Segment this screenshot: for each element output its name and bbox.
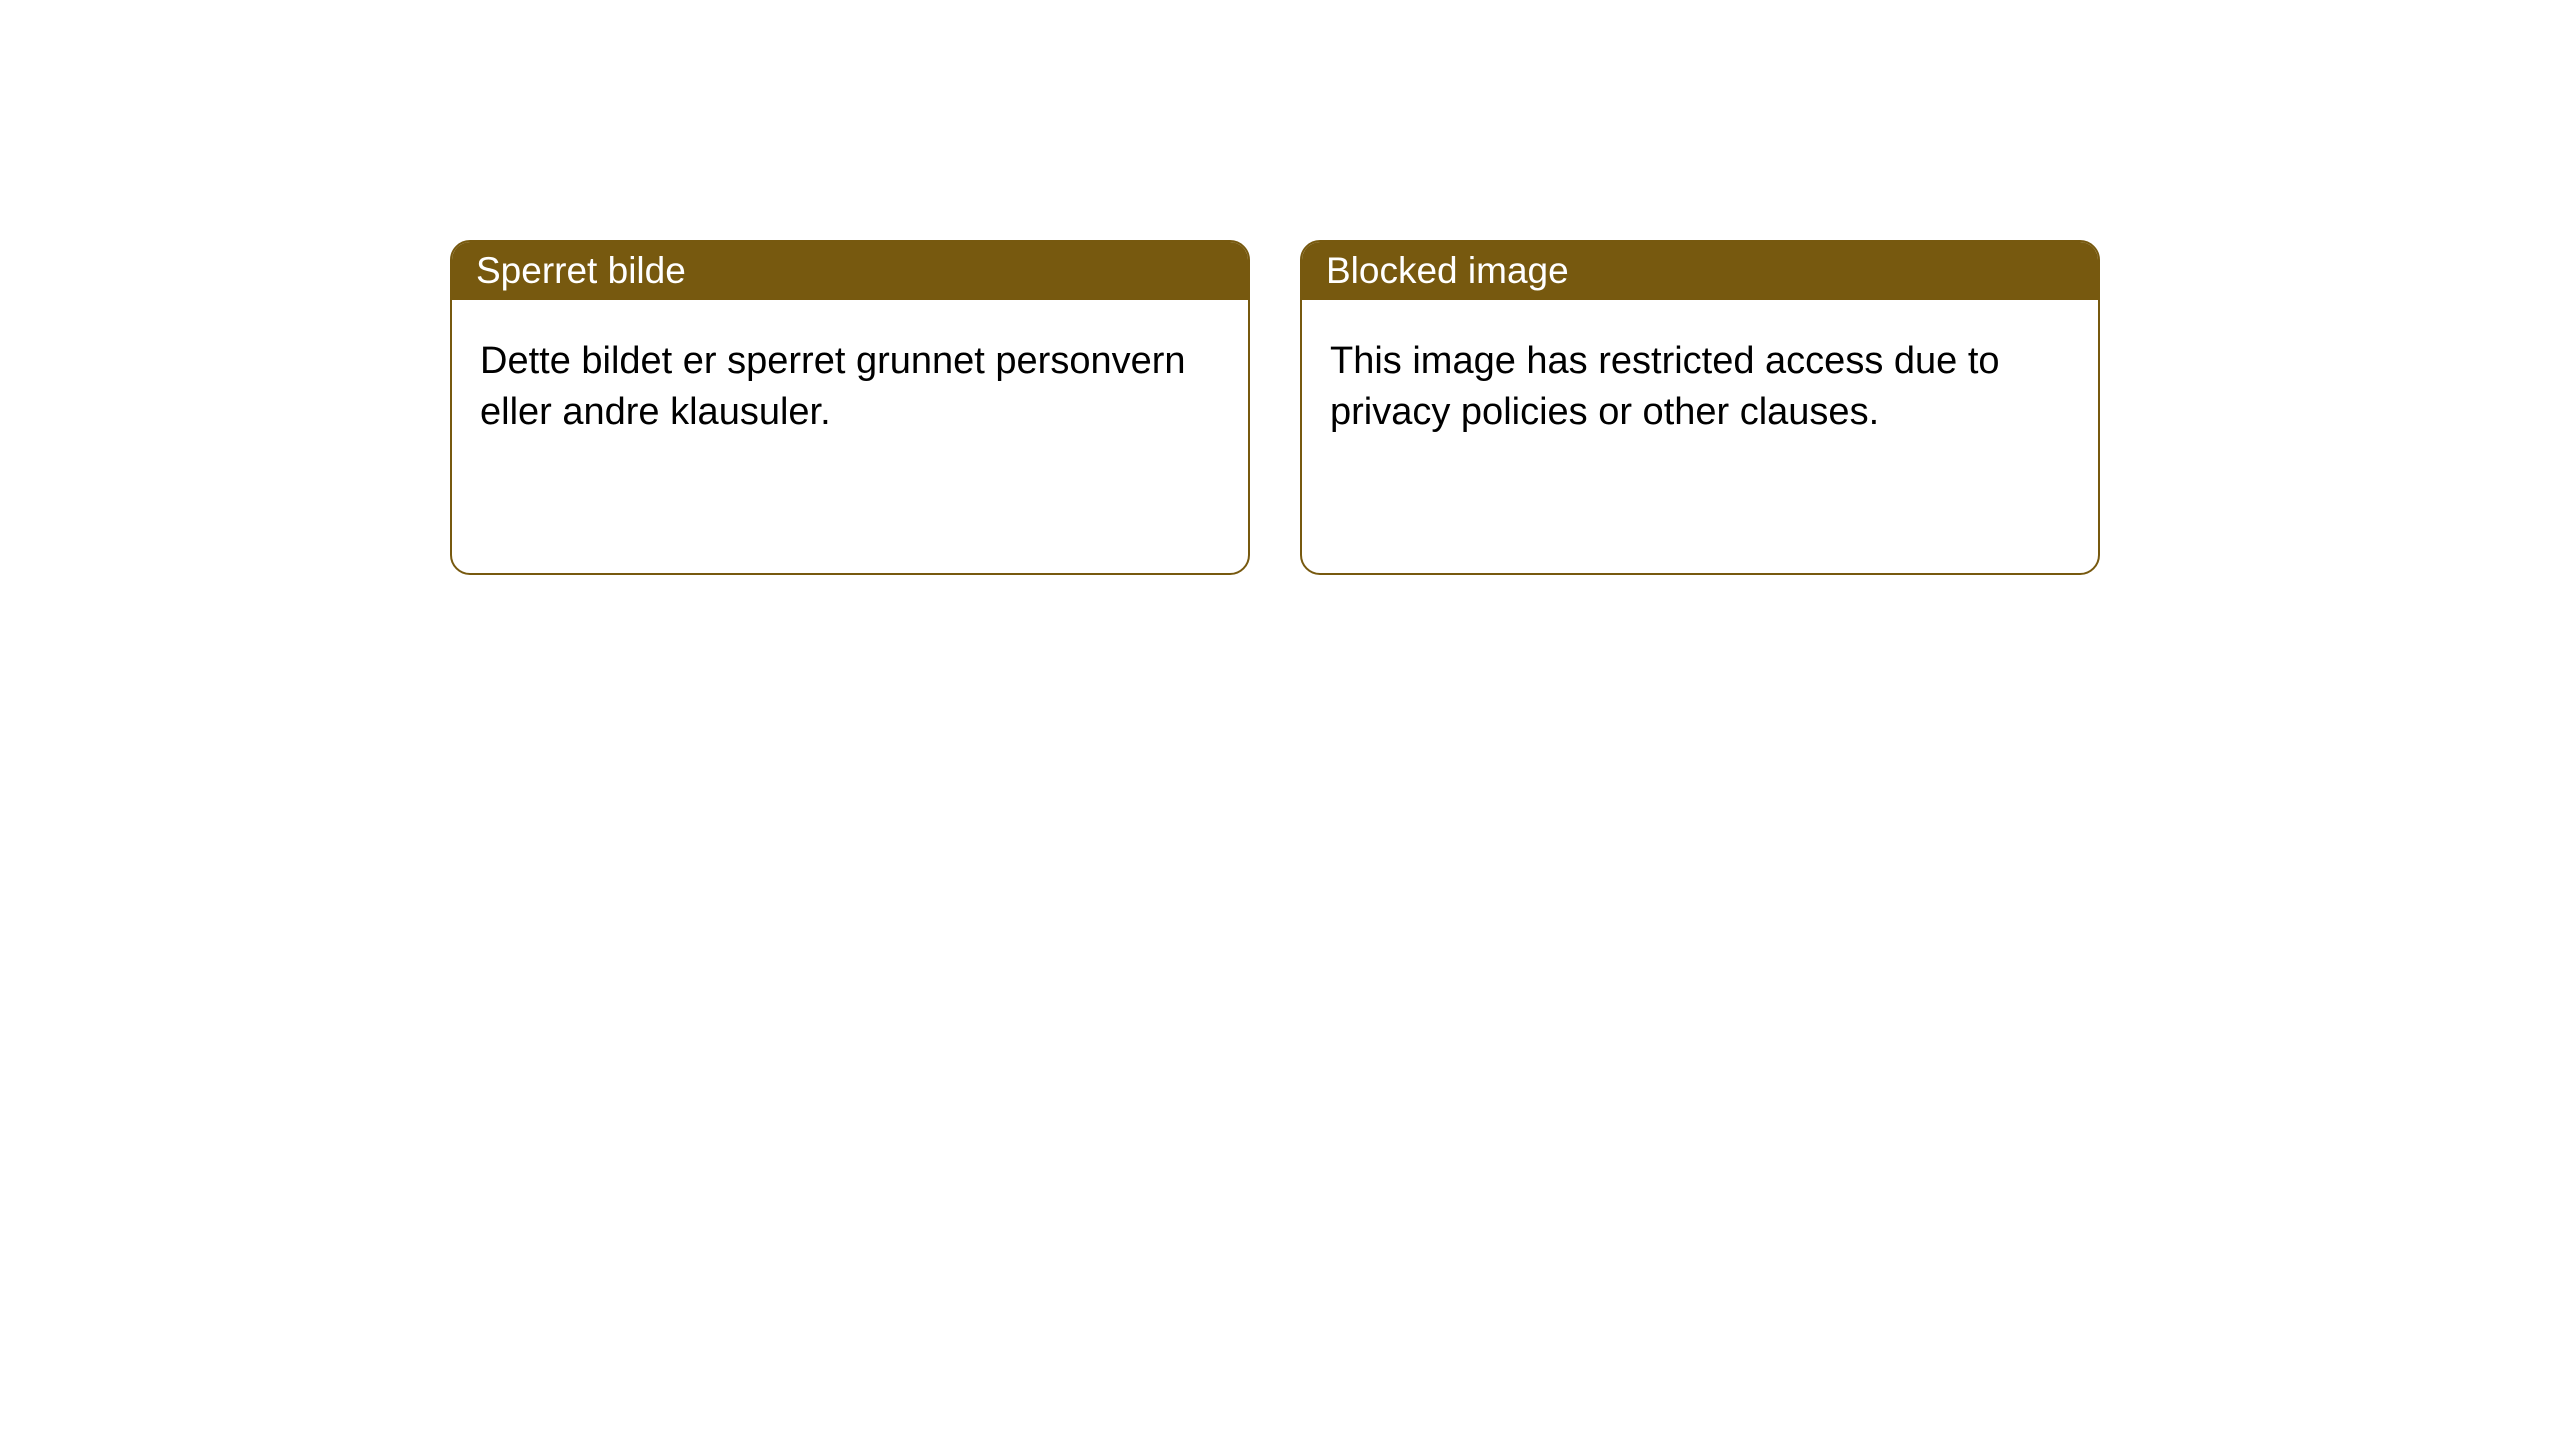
notice-card-english: Blocked image This image has restricted … bbox=[1300, 240, 2100, 575]
card-body: Dette bildet er sperret grunnet personve… bbox=[452, 300, 1248, 475]
notice-card-norwegian: Sperret bilde Dette bildet er sperret gr… bbox=[450, 240, 1250, 575]
card-header: Sperret bilde bbox=[452, 242, 1248, 300]
card-body-text: This image has restricted access due to … bbox=[1330, 340, 2000, 433]
card-body: This image has restricted access due to … bbox=[1302, 300, 2098, 475]
card-body-text: Dette bildet er sperret grunnet personve… bbox=[480, 340, 1186, 433]
card-title: Sperret bilde bbox=[476, 250, 686, 291]
card-title: Blocked image bbox=[1326, 250, 1569, 291]
notice-container: Sperret bilde Dette bildet er sperret gr… bbox=[0, 0, 2560, 575]
card-header: Blocked image bbox=[1302, 242, 2098, 300]
